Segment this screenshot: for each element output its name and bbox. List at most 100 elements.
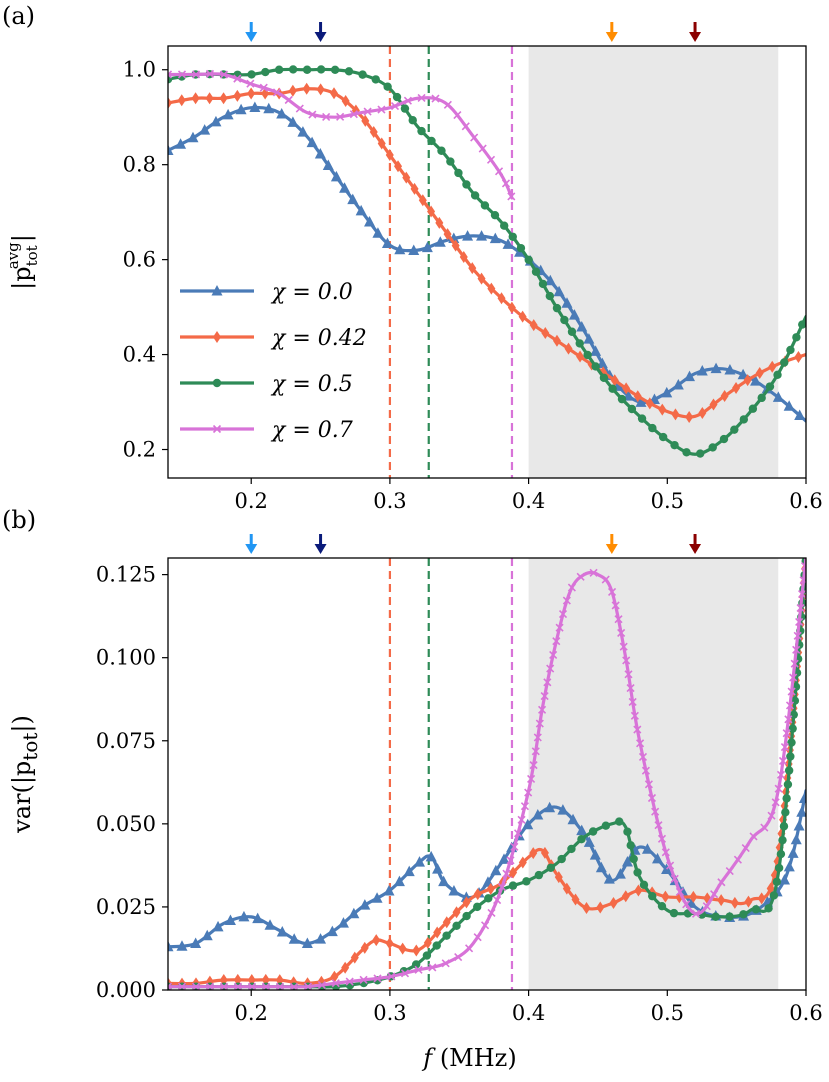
shaded-band — [528, 558, 779, 990]
data-point — [787, 738, 796, 747]
data-point — [607, 587, 617, 596]
data-point — [787, 687, 796, 696]
data-point — [648, 891, 657, 901]
data-point — [369, 126, 378, 139]
data-point — [672, 378, 684, 390]
data-point — [771, 798, 780, 807]
data-point — [789, 673, 798, 682]
data-point — [224, 914, 236, 925]
data-point — [347, 193, 359, 205]
data-point — [553, 285, 565, 297]
data-point — [617, 628, 626, 637]
y-tick-label: 0.2 — [123, 438, 156, 462]
data-point — [314, 147, 326, 159]
data-point — [522, 877, 531, 886]
data-point — [289, 982, 299, 990]
data-point — [588, 827, 598, 836]
data-point — [443, 228, 452, 241]
data-point — [784, 766, 794, 775]
plot-frame — [167, 557, 807, 991]
data-point — [337, 917, 349, 928]
data-point — [654, 821, 663, 830]
data-point — [725, 912, 734, 921]
data-point — [484, 894, 493, 903]
data-point — [359, 975, 368, 984]
data-point — [782, 794, 791, 803]
data-point — [432, 941, 441, 950]
data-point — [383, 884, 395, 896]
data-point — [473, 888, 482, 901]
data-point — [502, 238, 514, 249]
y-tick-label: 0.025 — [96, 895, 156, 919]
data-point — [644, 780, 653, 789]
data-point — [494, 167, 504, 176]
x-tick-label: 0.3 — [373, 489, 406, 513]
arrow-marker — [245, 534, 258, 554]
data-point — [666, 861, 675, 870]
data-point — [363, 107, 372, 116]
data-point — [400, 104, 410, 113]
data-point — [615, 817, 624, 826]
data-point — [710, 890, 719, 899]
y-tick-label: 0.075 — [96, 729, 156, 753]
data-point — [645, 397, 654, 410]
data-point — [459, 250, 468, 263]
x-axis-label: f (MHz) — [421, 1044, 516, 1072]
data-point — [295, 104, 304, 113]
data-point — [168, 144, 174, 155]
data-point — [247, 982, 257, 990]
data-point — [610, 374, 619, 387]
data-point — [446, 157, 455, 166]
data-point — [798, 792, 806, 804]
data-point — [590, 345, 602, 356]
data-point — [233, 89, 242, 102]
legend-marker — [212, 378, 222, 388]
data-point — [487, 282, 496, 295]
data-point — [790, 659, 799, 668]
data-point — [601, 575, 610, 584]
data-point — [633, 725, 642, 734]
data-point — [233, 982, 243, 990]
data-point — [414, 856, 426, 867]
data-point — [689, 890, 698, 903]
panel-b: (b) 0.2 0.3 0.4 0.5 0.6 0.000 0.025 0.050 0.075 0… — [2, 506, 823, 1025]
data-point — [490, 864, 502, 876]
data-point — [781, 808, 790, 817]
x-tick-label: 0.5 — [651, 489, 684, 513]
data-point — [435, 216, 444, 229]
data-point — [670, 874, 679, 883]
data-point — [452, 921, 461, 930]
data-point — [465, 944, 474, 953]
data-point — [778, 835, 787, 845]
data-point — [394, 160, 403, 173]
data-point — [749, 832, 758, 841]
data-point — [437, 146, 446, 155]
data-point — [783, 780, 793, 789]
legend-entry: χ = 0.7 — [180, 418, 353, 443]
data-point — [341, 961, 350, 974]
data-point — [543, 678, 552, 687]
data-point — [272, 88, 281, 97]
data-point — [308, 110, 317, 119]
data-point — [168, 96, 172, 109]
data-point — [544, 801, 556, 813]
data-point — [205, 982, 215, 990]
data-point — [191, 982, 201, 990]
data-point — [524, 255, 533, 264]
data-point — [501, 179, 511, 188]
data-point — [274, 65, 284, 74]
data-point — [552, 303, 562, 313]
data-point — [557, 854, 566, 864]
arrow-marker — [689, 534, 702, 554]
data-point — [743, 374, 752, 387]
data-point — [633, 390, 642, 403]
data-point — [732, 381, 741, 394]
legend-label: χ = 0.0 — [270, 280, 353, 305]
data-point — [794, 409, 806, 420]
series-chi-0-0 — [168, 101, 806, 423]
data-point — [657, 901, 667, 911]
y-tick-label: 0.125 — [96, 563, 156, 587]
data-point — [549, 650, 558, 659]
legend-entry: χ = 0.42 — [180, 326, 367, 351]
data-point — [765, 382, 775, 391]
